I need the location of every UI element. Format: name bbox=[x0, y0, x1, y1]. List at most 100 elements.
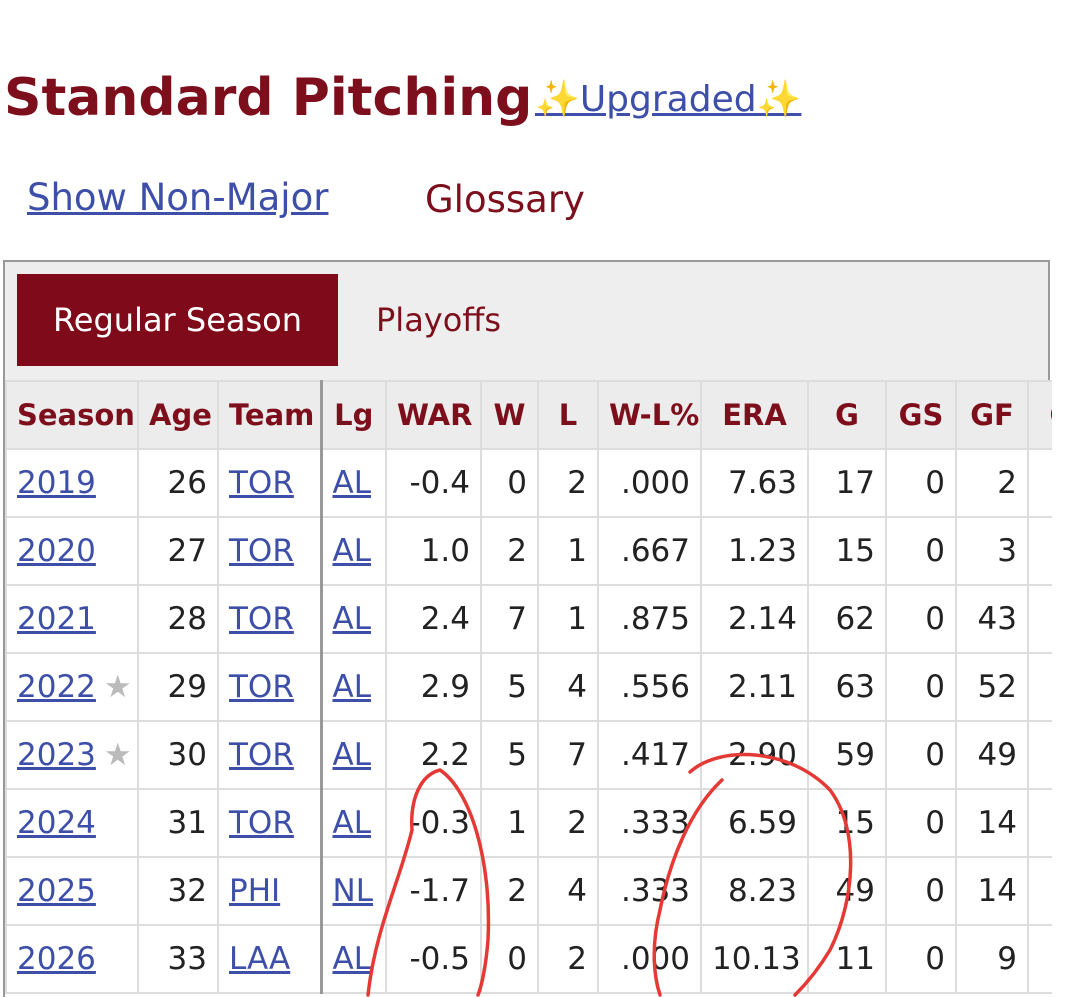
table-cell bbox=[1027, 584, 1052, 654]
cell-text: 43 bbox=[977, 601, 1017, 637]
table-cell: 0 bbox=[885, 584, 957, 654]
column-header[interactable]: Season bbox=[5, 380, 139, 450]
table-cell: 0 bbox=[885, 516, 957, 586]
table-row: 2026 33 LAA AL -0.5 0 2 .000 10.13 11 0 9 bbox=[5, 924, 1052, 994]
glossary-link[interactable]: Glossary bbox=[425, 178, 585, 221]
table-cell: 2025 bbox=[5, 856, 139, 926]
cell-link[interactable]: TOR bbox=[229, 465, 294, 501]
cell-link[interactable]: 2023 bbox=[17, 737, 96, 773]
table-cell: 32 bbox=[137, 856, 219, 926]
table-cell: AL bbox=[320, 584, 387, 654]
cell-link[interactable]: AL bbox=[332, 669, 371, 705]
cell-text: 8.23 bbox=[727, 873, 797, 909]
cell-link[interactable]: AL bbox=[332, 941, 371, 977]
cell-link[interactable]: PHI bbox=[229, 873, 281, 909]
table-cell: AL bbox=[320, 720, 387, 790]
cell-text: 14 bbox=[977, 805, 1017, 841]
table-cell: 0 bbox=[885, 788, 957, 858]
cell-link[interactable]: 2026 bbox=[17, 941, 96, 977]
cell-link[interactable]: 2022 bbox=[17, 669, 96, 705]
cell-link[interactable]: LAA bbox=[229, 941, 291, 977]
cell-link[interactable]: AL bbox=[332, 533, 371, 569]
cell-link[interactable]: AL bbox=[332, 737, 371, 773]
table-row: 2023 ★ 30 TOR AL 2.2 5 7 .417 2.90 59 0 49 bbox=[5, 720, 1052, 790]
column-header[interactable]: Lg bbox=[320, 380, 387, 450]
table-cell: 9 bbox=[955, 924, 1029, 994]
cell-text: 2.14 bbox=[727, 601, 797, 637]
cell-link[interactable]: AL bbox=[332, 465, 371, 501]
table-cell: 2 bbox=[480, 516, 539, 586]
cell-link[interactable]: TOR bbox=[229, 669, 294, 705]
table-cell: 15 bbox=[807, 788, 887, 858]
cell-text: 0 bbox=[925, 533, 945, 569]
table-cell: 14 bbox=[955, 856, 1029, 926]
table-cell: 30 bbox=[137, 720, 219, 790]
table-cell: 11 bbox=[807, 924, 887, 994]
table-cell: TOR bbox=[217, 448, 323, 518]
table-cell: 1.23 bbox=[700, 516, 809, 586]
table-cell: 0 bbox=[480, 924, 539, 994]
table-cell: 2.11 bbox=[700, 652, 809, 722]
table-cell: 1.0 bbox=[385, 516, 482, 586]
column-header[interactable]: ERA bbox=[700, 380, 809, 450]
cell-text: 26 bbox=[167, 465, 207, 501]
cell-link[interactable]: TOR bbox=[229, 805, 294, 841]
cell-text: 62 bbox=[835, 601, 875, 637]
cell-text: 0 bbox=[925, 669, 945, 705]
cell-text: 1.0 bbox=[420, 533, 470, 569]
cell-text: 6.59 bbox=[727, 805, 797, 841]
table-cell: -0.5 bbox=[385, 924, 482, 994]
column-header[interactable]: GF bbox=[955, 380, 1029, 450]
cell-link[interactable]: TOR bbox=[229, 601, 294, 637]
cell-link[interactable]: 2021 bbox=[17, 601, 96, 637]
cell-text: 2 bbox=[567, 941, 587, 977]
column-header[interactable]: L bbox=[537, 380, 599, 450]
column-header[interactable]: Age bbox=[137, 380, 219, 450]
table-cell: 7 bbox=[537, 720, 599, 790]
cell-text: 7.63 bbox=[727, 465, 797, 501]
cell-text: 1 bbox=[507, 805, 527, 841]
tab[interactable]: Playoffs bbox=[376, 301, 502, 339]
cell-text: .333 bbox=[620, 805, 690, 841]
cell-link[interactable]: 2020 bbox=[17, 533, 96, 569]
table-cell: TOR bbox=[217, 584, 323, 654]
cell-link[interactable]: AL bbox=[332, 805, 371, 841]
tab-active[interactable]: Regular Season bbox=[17, 274, 338, 366]
table-cell: 33 bbox=[137, 924, 219, 994]
table-row: 2022 ★ 29 TOR AL 2.9 5 4 .556 2.11 63 0 52 bbox=[5, 652, 1052, 722]
upgraded-link[interactable]: ✨Upgraded✨ bbox=[535, 79, 802, 120]
show-non-major-link[interactable]: Show Non-Major bbox=[27, 176, 329, 219]
cell-text: 2 bbox=[507, 533, 527, 569]
cell-link[interactable]: 2024 bbox=[17, 805, 96, 841]
table-cell: AL bbox=[320, 924, 387, 994]
table-cell: NL bbox=[320, 856, 387, 926]
column-header[interactable]: G bbox=[807, 380, 887, 450]
table-cell: 43 bbox=[955, 584, 1029, 654]
cell-text: 0 bbox=[925, 465, 945, 501]
cell-link[interactable]: 2019 bbox=[17, 465, 96, 501]
column-header[interactable]: W-L% bbox=[597, 380, 702, 450]
table-cell bbox=[1027, 448, 1052, 518]
cell-link[interactable]: TOR bbox=[229, 533, 294, 569]
column-header[interactable]: GS bbox=[885, 380, 957, 450]
column-header[interactable]: CG bbox=[1027, 380, 1052, 450]
cell-text: 1 bbox=[567, 533, 587, 569]
column-header[interactable]: Team bbox=[217, 380, 323, 450]
table-cell: 8.23 bbox=[700, 856, 809, 926]
table-cell: 1 bbox=[480, 788, 539, 858]
table-cell: 0 bbox=[885, 448, 957, 518]
cell-link[interactable]: 2025 bbox=[17, 873, 96, 909]
column-header[interactable]: WAR bbox=[385, 380, 482, 450]
cell-link[interactable]: NL bbox=[332, 873, 373, 909]
cell-text: 0 bbox=[507, 941, 527, 977]
cell-link[interactable]: TOR bbox=[229, 737, 294, 773]
table-cell bbox=[1027, 788, 1052, 858]
cell-text: 1 bbox=[567, 601, 587, 637]
cell-link[interactable]: AL bbox=[332, 601, 371, 637]
table-row: 2024 31 TOR AL -0.3 1 2 .333 6.59 15 0 14 bbox=[5, 788, 1052, 858]
cell-text: 15 bbox=[835, 533, 875, 569]
column-header[interactable]: W bbox=[480, 380, 539, 450]
table-cell: .667 bbox=[597, 516, 702, 586]
